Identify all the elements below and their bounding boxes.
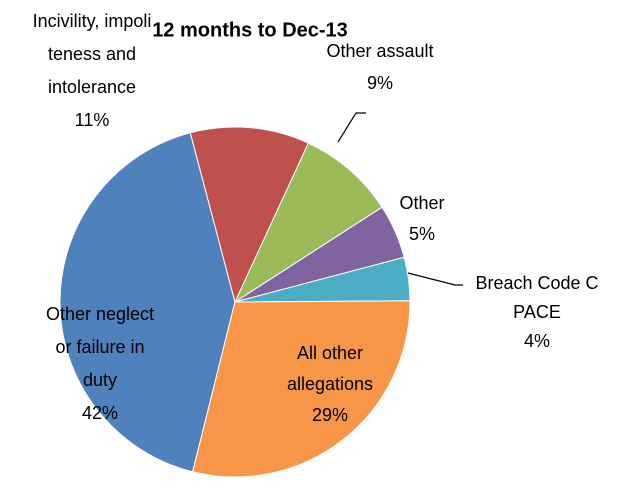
slice-label: Other assault (326, 41, 433, 61)
pie-slice (233, 142, 383, 304)
pie-slice (189, 126, 310, 304)
chart-title: 12 months to Dec-13 (152, 19, 348, 41)
slice-label: intolerance (48, 77, 136, 97)
slice-value-label: 9% (367, 73, 393, 93)
slice-label: Incivility, impoli (33, 11, 152, 31)
slice-value-label: 11% (75, 110, 110, 130)
slice-label: duty (83, 370, 117, 390)
slice-label: All other (297, 343, 363, 363)
slice-label: teness and (48, 44, 136, 64)
slice-label: PACE (513, 302, 561, 322)
slice-label: Breach Code C (475, 273, 598, 293)
slice-value-label: 5% (409, 224, 435, 244)
leader-line (337, 112, 366, 143)
slice-label: Other neglect (46, 304, 154, 324)
slice-value-label: 4% (524, 331, 550, 351)
slice-label: allegations (287, 374, 373, 394)
slice-value-label: 42% (82, 403, 118, 423)
slice-label: Other (399, 193, 444, 213)
slice-value-label: 29% (312, 405, 348, 425)
slice-label: or failure in (55, 337, 144, 357)
pie-slice (192, 300, 411, 478)
leader-line (403, 271, 463, 286)
pie-slice (59, 132, 236, 473)
